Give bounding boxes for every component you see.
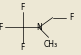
- Text: CH₃: CH₃: [44, 39, 58, 49]
- Text: F: F: [20, 43, 25, 52]
- Text: F: F: [20, 3, 25, 12]
- Text: F: F: [0, 23, 3, 32]
- Text: N: N: [36, 23, 42, 32]
- Text: F: F: [69, 13, 73, 22]
